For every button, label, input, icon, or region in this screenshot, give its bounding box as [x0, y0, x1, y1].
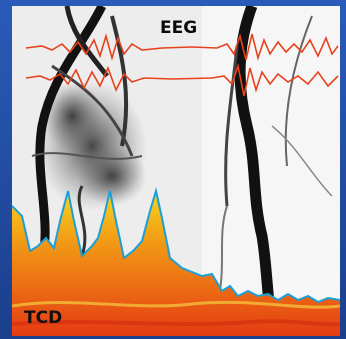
left-vessel-image	[31, 6, 147, 267]
eeg-label: EEG	[160, 18, 198, 38]
image-panel: EEG TCD	[12, 6, 340, 336]
right-vessel-image	[216, 6, 333, 327]
eeg-traces	[25, 33, 339, 97]
tcd-spectrum	[12, 187, 340, 336]
composite-image	[12, 6, 340, 336]
eeg-trace-2	[25, 62, 339, 97]
tcd-envelope	[12, 187, 340, 304]
tcd-label: TCD	[24, 308, 63, 328]
eeg-trace-1	[25, 33, 339, 61]
